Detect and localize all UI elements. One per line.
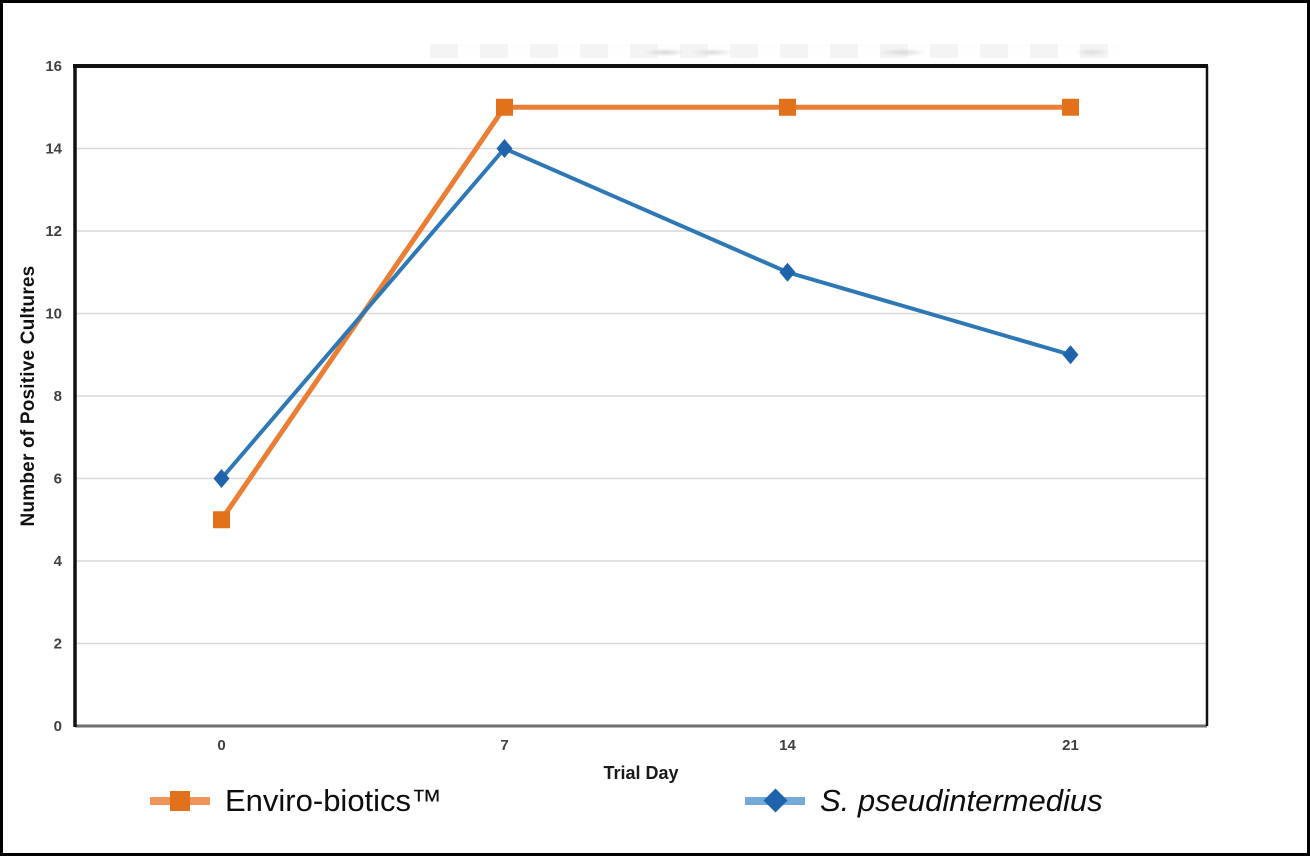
svg-text:21: 21 <box>1062 737 1079 754</box>
x-axis-title: Trial Day <box>603 763 679 783</box>
svg-text:6: 6 <box>54 471 62 488</box>
svg-text:8: 8 <box>54 388 62 405</box>
legend-label: S. pseudintermedius <box>820 783 1103 818</box>
svg-text:4: 4 <box>54 553 63 570</box>
legend-label: Enviro-biotics™ <box>225 783 443 818</box>
svg-text:14: 14 <box>45 141 62 158</box>
svg-text:7: 7 <box>500 737 508 754</box>
legend-item-enviro-biotics: Enviro-biotics™ <box>150 785 442 816</box>
legend-item-s-pseudintermedius: S. pseudintermedius <box>745 785 1103 816</box>
svg-text:12: 12 <box>45 223 62 240</box>
legend-square <box>170 790 190 811</box>
blue-diamond-marker-icon <box>745 787 805 814</box>
orange-square-marker-icon <box>150 788 210 814</box>
svg-text:2: 2 <box>54 636 62 653</box>
y-axis-title: Number of Positive Cultures <box>18 265 39 527</box>
erased-title-artifact <box>430 44 1122 58</box>
svg-text:0: 0 <box>54 718 62 735</box>
svg-text:16: 16 <box>45 58 62 75</box>
svg-text:10: 10 <box>45 306 62 323</box>
legend-diamond <box>763 787 788 813</box>
svg-text:14: 14 <box>779 737 796 754</box>
svg-text:0: 0 <box>217 737 225 754</box>
